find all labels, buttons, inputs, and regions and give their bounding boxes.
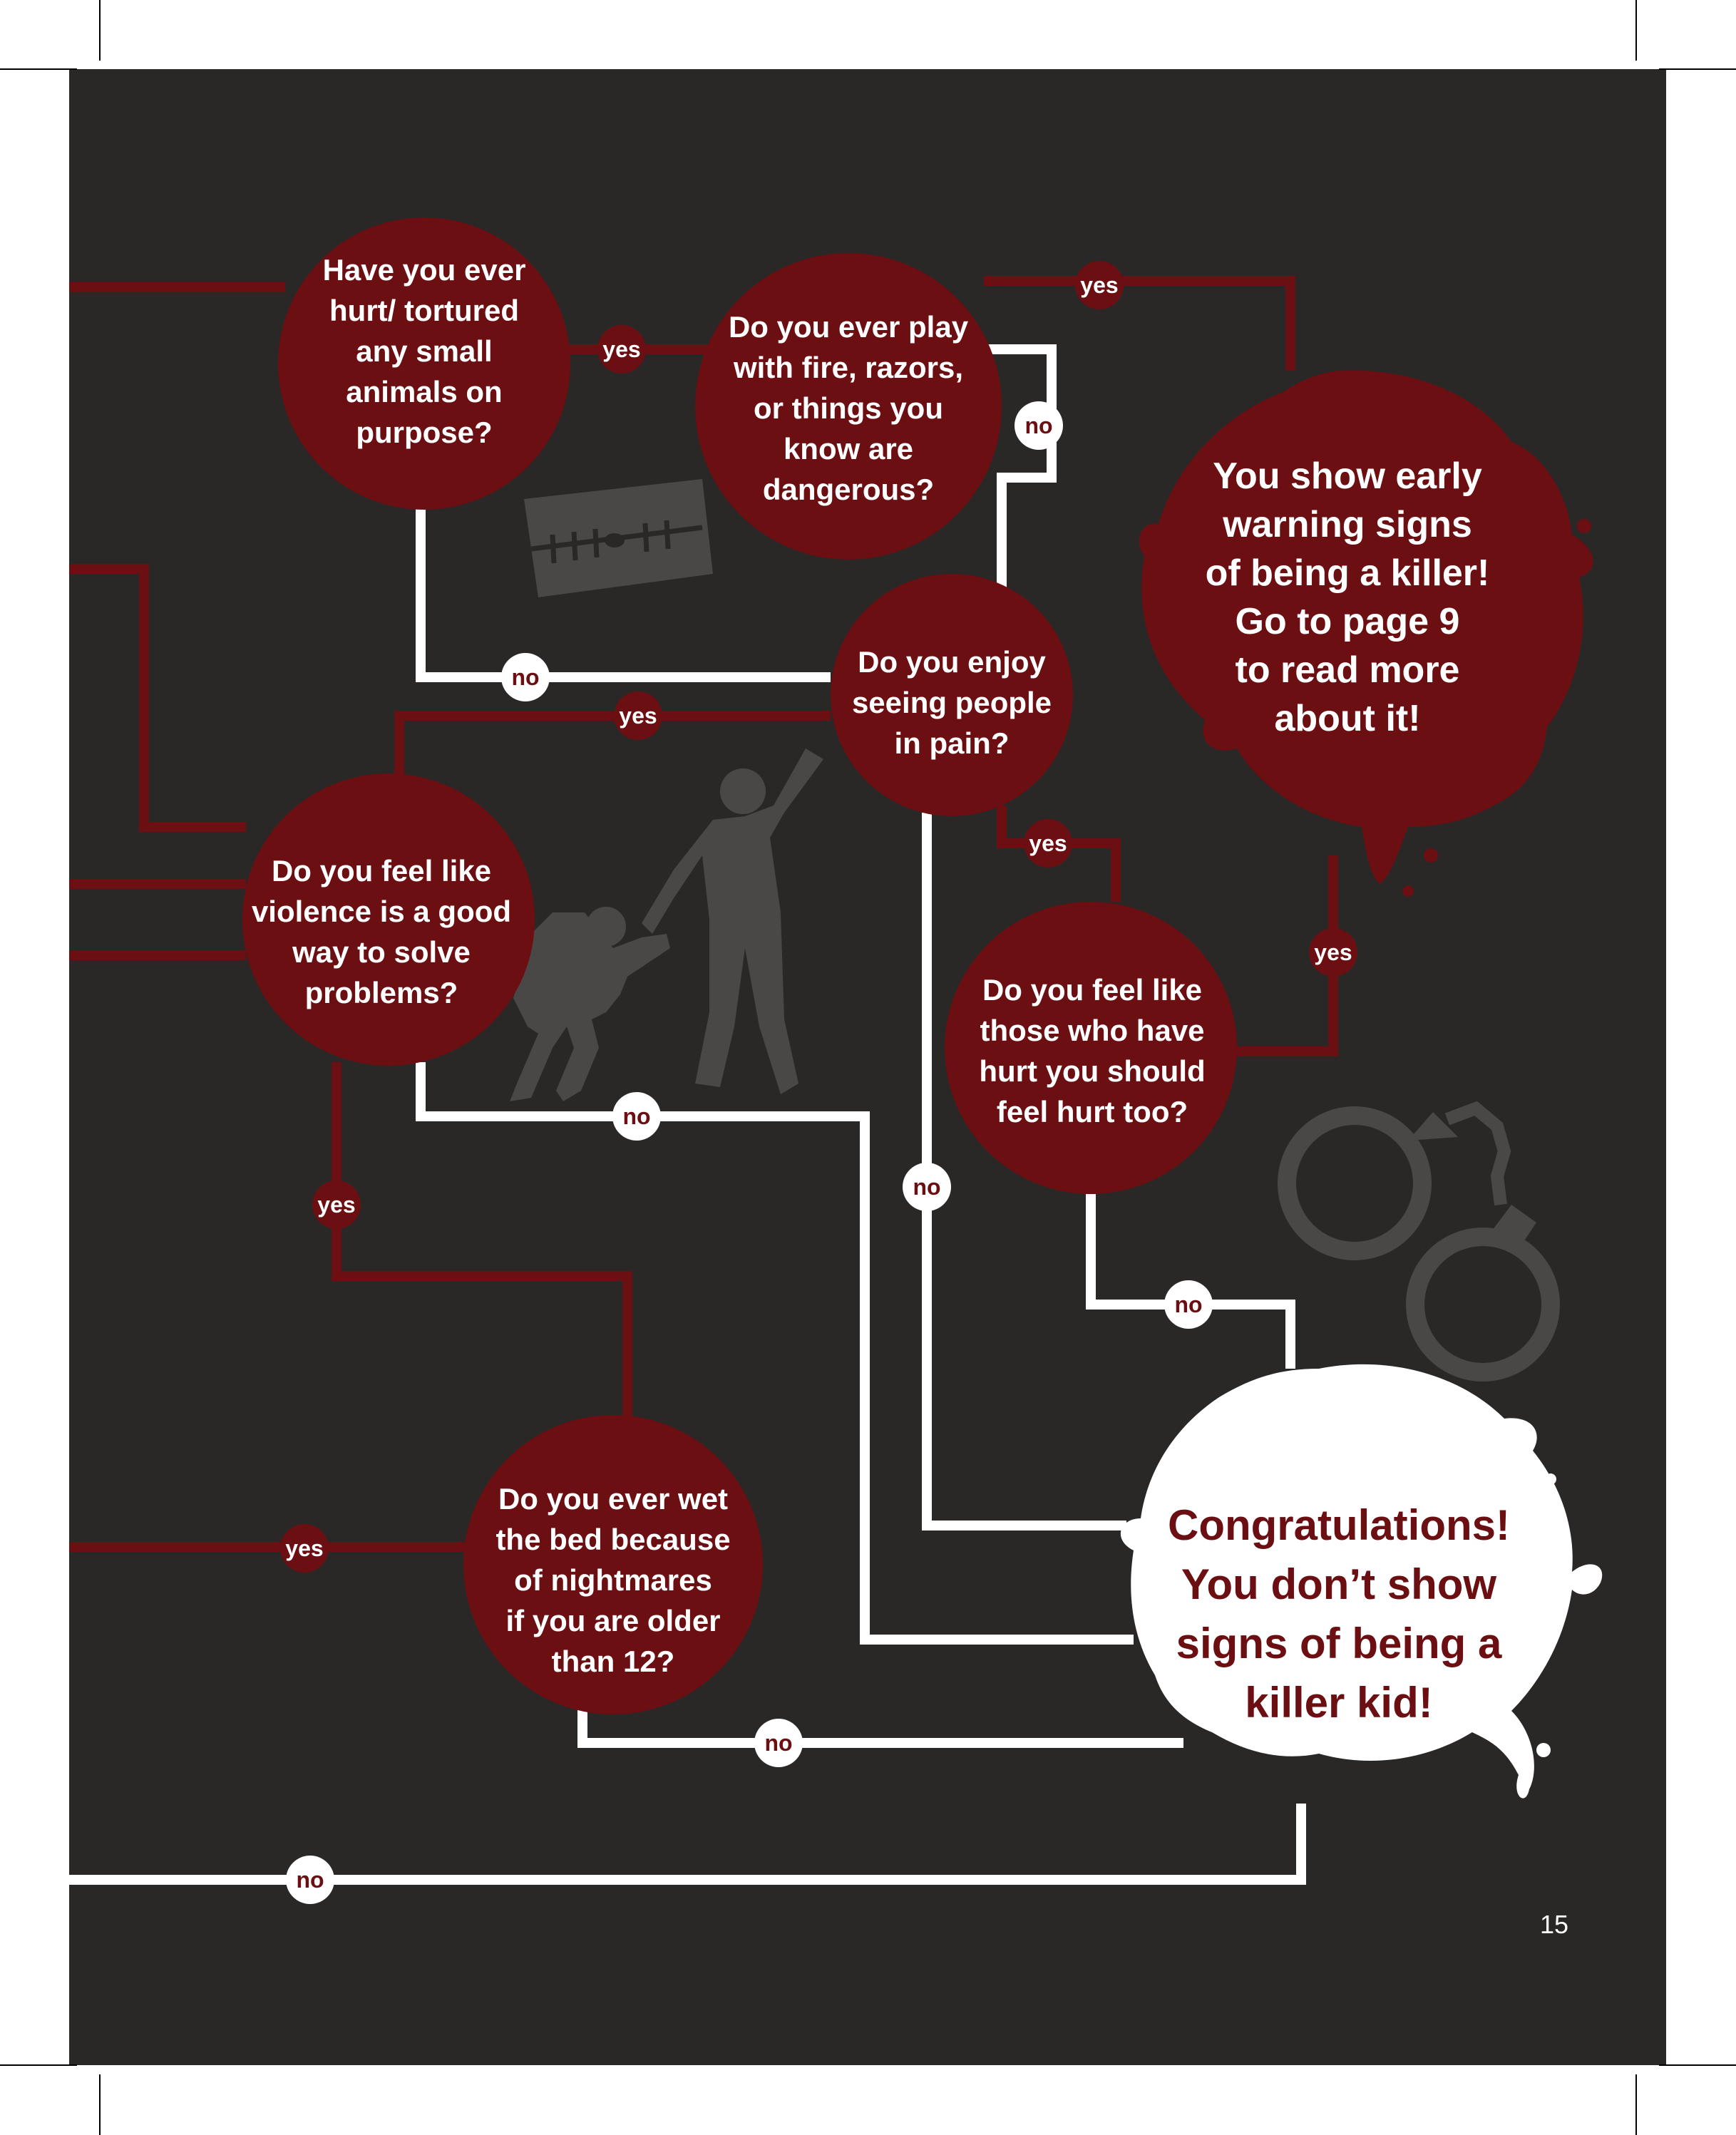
q6-text-line: Do you ever wet: [498, 1482, 728, 1516]
killer-result-text-line: Go to page 9: [1236, 601, 1460, 642]
q4-text-line: way to solve: [292, 935, 471, 969]
no-badge-label: no: [913, 1174, 940, 1200]
no-badge-label: no: [1024, 413, 1052, 438]
q3-text-line: seeing people: [852, 686, 1052, 719]
question-enjoy-pain: [831, 574, 1073, 816]
q2-text: Do you ever play with fire, razors, or thi…: [729, 310, 969, 506]
yes-badge-label: yes: [317, 1192, 355, 1218]
q4-text: Do you feel like violence is a good way to…: [252, 854, 511, 1009]
q4-text-line: problems?: [305, 976, 458, 1009]
no-badge: [1164, 1280, 1213, 1329]
yes-badge: [597, 325, 646, 374]
no-badge: [501, 653, 550, 701]
no-badge-label: no: [296, 1867, 324, 1893]
yes-badge-label: yes: [619, 703, 657, 729]
yes-badge-label: yes: [1080, 272, 1118, 298]
q4-text-line: Do you feel like: [272, 854, 491, 888]
yes-badge: [1309, 928, 1357, 977]
safe-result-text: Congratulations! You don’t show signs of b…: [1168, 1501, 1510, 1727]
no-badge: [903, 1163, 951, 1211]
yes-badge: [1024, 819, 1072, 868]
q4-text-line: violence is a good: [252, 895, 511, 928]
question-hurt-animals: [278, 217, 570, 510]
q1-text-line: hurt/ tortured: [329, 294, 519, 327]
q5-text: Do you feel like those who have hurt you s…: [979, 973, 1205, 1128]
handcuffs-icon: [1278, 1101, 1560, 1382]
killer-result-text-line: warning signs: [1222, 504, 1472, 545]
no-badge: [754, 1719, 803, 1767]
safe-result-text-line: signs of being a: [1176, 1620, 1502, 1667]
yes-badge-label: yes: [602, 336, 640, 362]
q6-text-line: if you are older: [505, 1604, 720, 1637]
yes-badge: [280, 1524, 329, 1573]
violence-silhouette-icon: [510, 748, 823, 1101]
q6-text: Do you ever wet the bed because of nightma…: [495, 1482, 730, 1678]
q2-text-line: dangerous?: [763, 473, 934, 506]
q5-text-line: those who have: [980, 1014, 1204, 1047]
q1-text-line: Have you ever: [323, 253, 526, 287]
safe-result-text-line: Congratulations!: [1168, 1501, 1510, 1549]
yes-badge-label: yes: [1314, 940, 1352, 965]
no-badge-label: no: [1174, 1292, 1202, 1317]
q6-text-line: than 12?: [552, 1645, 675, 1678]
killer-result-text-line: about it!: [1274, 698, 1420, 739]
safe-result-splat: [1120, 1364, 1603, 1799]
killer-result-text-line: to read more: [1236, 649, 1460, 691]
no-badge-label: no: [622, 1103, 650, 1129]
question-bedwetting: [463, 1415, 763, 1714]
razor-blade-icon: [524, 479, 713, 597]
q3-text-line: in pain?: [895, 726, 1010, 760]
no-badge: [1015, 401, 1063, 450]
yes-badge: [1075, 261, 1124, 309]
q5-text-line: Do you feel like: [982, 973, 1202, 1007]
q3-text-line: Do you enjoy: [858, 645, 1046, 679]
killer-result-text-line: of being a killer!: [1206, 552, 1490, 594]
question-revenge: [945, 902, 1237, 1194]
killer-result-text-line: You show early: [1213, 456, 1482, 497]
killer-result-splat: [1139, 370, 1593, 897]
q1-text: Have you ever hurt/ tortured any small anim…: [323, 253, 526, 449]
no-badge-label: no: [511, 664, 539, 690]
q2-text-line: with fire, razors,: [733, 351, 963, 384]
q3-text: Do you enjoy seeing people in pain?: [852, 645, 1052, 760]
q5-text-line: feel hurt too?: [997, 1095, 1188, 1128]
no-badge: [286, 1856, 334, 1904]
safe-result-text-line: You don’t show: [1181, 1560, 1496, 1608]
no-badge-label: no: [764, 1730, 792, 1756]
yes-badge: [312, 1180, 361, 1229]
q6-text-line: the bed because: [495, 1523, 730, 1556]
yes-badge-label: yes: [285, 1535, 323, 1561]
decision-badges: yes yes no no yes yes yes no no yes no yes no no: [280, 261, 1357, 1904]
page-number: 15: [1540, 1910, 1568, 1939]
no-badge: [612, 1092, 661, 1141]
q6-text-line: of nightmares: [514, 1563, 712, 1597]
question-violence: [242, 773, 535, 1066]
safe-result-text-line: killer kid!: [1245, 1679, 1432, 1727]
q1-text-line: purpose?: [356, 416, 492, 449]
q5-text-line: hurt you should: [979, 1054, 1205, 1088]
killer-result-text: You show early warning signs of being a ki…: [1206, 456, 1490, 739]
q2-text-line: know are: [784, 432, 913, 465]
q2-text-line: or things you: [754, 391, 943, 425]
q1-text-line: any small: [356, 334, 492, 368]
question-fire-razors: [695, 253, 1002, 560]
q1-text-line: animals on: [346, 375, 502, 408]
yes-badge: [614, 691, 662, 740]
q2-text-line: Do you ever play: [729, 310, 969, 344]
no-connectors: [69, 344, 1306, 1885]
yes-badge-label: yes: [1029, 830, 1067, 856]
